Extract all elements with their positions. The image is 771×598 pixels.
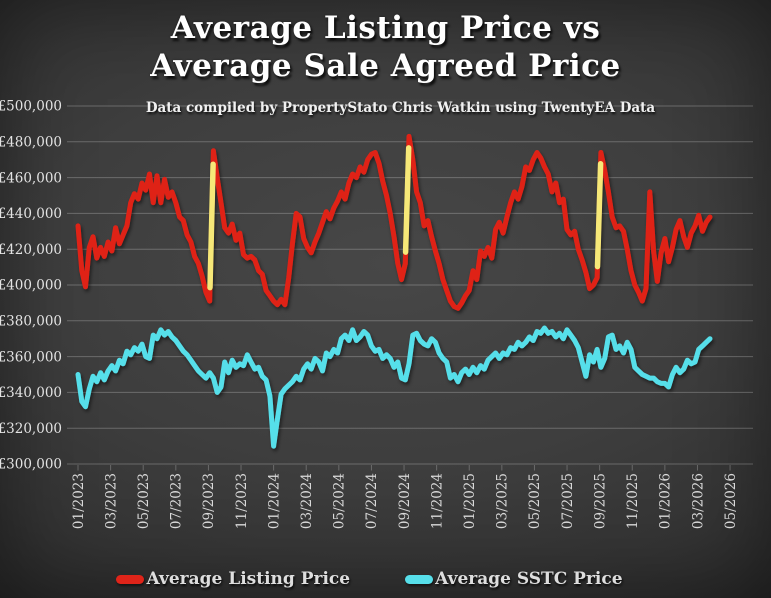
x-axis-label: 03/2023 <box>103 473 119 529</box>
x-axis-label: 05/2023 <box>136 473 152 529</box>
x-axis-label: 01/2024 <box>266 473 282 529</box>
y-axis-label: £400,000 <box>0 278 62 294</box>
x-axis-label: 03/2025 <box>495 473 511 529</box>
y-axis-label: £380,000 <box>0 314 62 330</box>
x-axis-label: 01/2026 <box>658 473 674 529</box>
listing-price-line <box>75 133 713 311</box>
x-axis-label: 03/2024 <box>299 473 315 529</box>
x-axis-label: 03/2026 <box>690 473 706 529</box>
sstc-line-swatch <box>405 574 434 584</box>
x-axis-label: 07/2025 <box>560 473 576 529</box>
y-axis-label: £340,000 <box>0 385 62 401</box>
x-axis-label: 11/2025 <box>625 473 641 529</box>
page-title: Average Listing Price vs Average Sale Ag… <box>0 10 771 86</box>
title-line-1: Average Listing Price vs <box>170 10 601 46</box>
x-axis-label: 09/2024 <box>397 473 413 529</box>
legend-label-sstc: Average SSTC Price <box>435 569 623 589</box>
legend-label-listing: Average Listing Price <box>146 569 351 589</box>
y-axis-label: £300,000 <box>0 457 62 473</box>
x-axis-label: 05/2026 <box>723 473 739 529</box>
axis-labels: £500,000 £480,000 £460,000 £440,000 £420,000… <box>0 99 739 529</box>
gridlines <box>67 105 753 471</box>
x-axis-label: 01/2025 <box>462 473 478 529</box>
data-series <box>75 133 713 449</box>
y-axis-label: £420,000 <box>0 242 62 258</box>
y-axis-label: £320,000 <box>0 421 62 437</box>
september-highlight-segment <box>594 161 604 270</box>
x-axis-label: 07/2023 <box>169 473 185 529</box>
september-highlight-segment <box>402 145 412 255</box>
y-axis-label: £500,000 <box>0 99 62 115</box>
legend-item-listing: Average Listing Price <box>116 569 350 589</box>
x-axis-label: 05/2025 <box>527 473 543 529</box>
y-axis-label: £480,000 <box>0 135 62 151</box>
sstc-price-line <box>75 325 713 449</box>
legend-item-sstc: Average SSTC Price <box>405 569 623 589</box>
y-axis-label: £360,000 <box>0 349 62 365</box>
x-axis-label: 07/2024 <box>364 473 380 529</box>
x-axis-label: 01/2023 <box>71 473 87 529</box>
y-axis-label: £460,000 <box>0 170 62 186</box>
x-axis-label: 09/2023 <box>201 473 217 529</box>
september-highlight-segment <box>207 161 216 291</box>
x-axis-label: 11/2024 <box>429 473 445 529</box>
title-line-2: Average Sale Agreed Price <box>150 47 621 84</box>
chart-subtitle: Data compiled by PropertyStato Chris Wat… <box>145 100 656 116</box>
x-axis-label: 09/2025 <box>592 473 608 529</box>
x-axis-label: 11/2023 <box>234 473 250 529</box>
x-axis-label: 05/2024 <box>332 473 348 529</box>
listing-line-swatch <box>116 574 145 584</box>
legend: Average Listing Price Average SSTC Price <box>0 567 755 591</box>
y-axis-label: £440,000 <box>0 206 62 222</box>
